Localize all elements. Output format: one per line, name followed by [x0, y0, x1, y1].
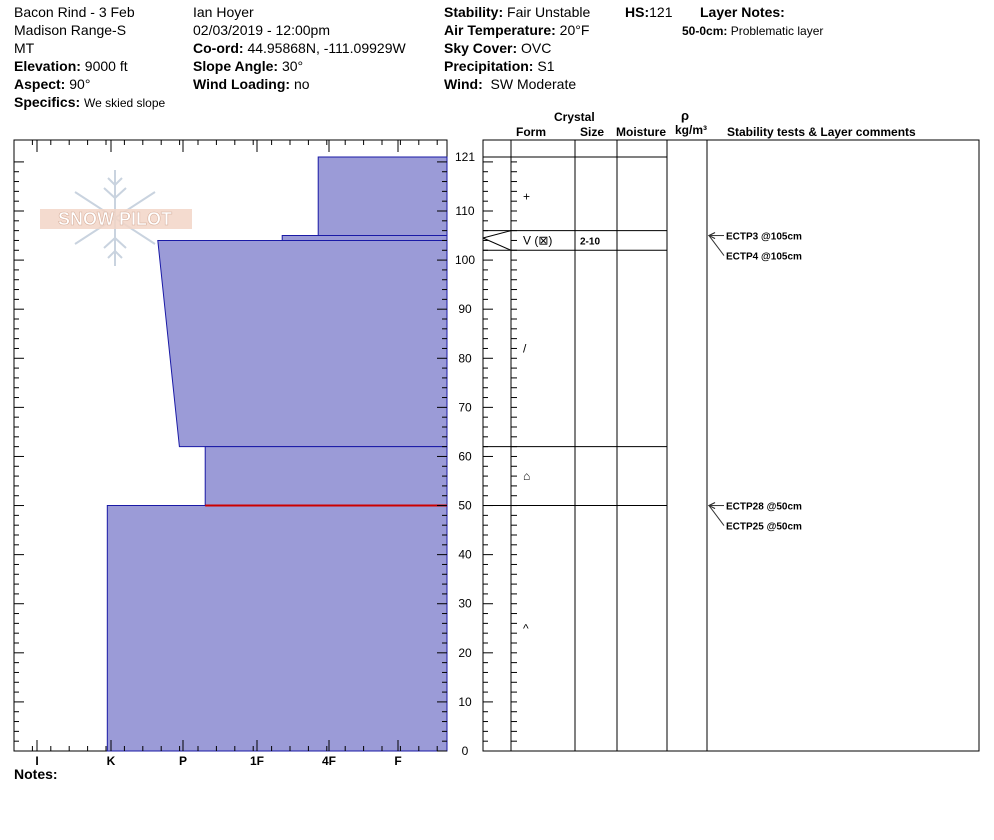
crystal-form-symbol: / [523, 341, 527, 355]
elevation-value: 9000 ft [84, 58, 128, 74]
layer-note-range: 50-0cm: [682, 24, 728, 38]
coord-label: Co-ord: [193, 40, 244, 56]
form-heading: Form [516, 125, 546, 139]
depth-tick-label: 30 [458, 597, 472, 611]
air-temp-label: Air Temperature: [444, 22, 556, 38]
crystal-form-symbol: ⌂ [523, 469, 530, 483]
depth-tick-label: 20 [458, 646, 472, 660]
depth-tick-label: 100 [455, 253, 475, 267]
hardness-layer-2 [157, 239, 448, 448]
hardness-layer-4 [106, 505, 448, 752]
elevation-label: Elevation: [14, 58, 81, 74]
layer-notes-label: Layer Notes: [700, 4, 785, 20]
moisture-heading: Moisture [616, 125, 667, 139]
hs-label: HS: [625, 4, 650, 20]
notes-label: Notes: [14, 766, 58, 782]
specifics: Specifics: We skied slope [14, 93, 165, 112]
aspect-value: 90° [69, 76, 91, 92]
elevation: Elevation: 9000 ft [14, 57, 128, 75]
wind-loading-label: Wind Loading: [193, 76, 291, 92]
density-symbol: ρ [681, 108, 690, 123]
stability-label: Stability: [444, 4, 504, 20]
slope-angle: Slope Angle: 30° [193, 57, 303, 75]
hardness-tick-label: 1F [250, 754, 264, 768]
depth-tick-label: 70 [458, 400, 472, 414]
hardness-tick-label: 4F [322, 754, 336, 768]
wind: Wind: SW Moderate [444, 75, 576, 93]
hardness-layer-0 [317, 156, 448, 237]
specifics-value: We skied slope [84, 96, 166, 110]
size-heading: Size [580, 125, 605, 139]
air-temp-value: 20°F [559, 22, 590, 38]
hardness-tick-label: P [179, 754, 187, 768]
wind-loading: Wind Loading: no [193, 75, 310, 93]
precip-value: S1 [537, 58, 555, 74]
density-unit: kg/m³ [675, 123, 708, 137]
range-name: Madison Range-S [14, 22, 127, 38]
observation-datetime: 02/03/2019 - 12:00pm [193, 22, 330, 38]
wind-label: Wind: [444, 76, 483, 92]
arrow-head [707, 232, 716, 239]
crystal-heading: Crystal [554, 110, 595, 124]
snowpilot-logo: SNOW PILOT [40, 170, 192, 266]
stability-test-label: ECTP3 @105cm [726, 232, 802, 243]
crystal-form-symbol: V (⊠) [523, 233, 552, 247]
stability-comments-heading: Stability tests & Layer comments [727, 125, 916, 139]
aspect-label: Aspect: [14, 76, 66, 92]
sky-cover: Sky Cover: OVC [444, 39, 551, 57]
specifics-label: Specifics: [14, 94, 81, 110]
depth-tick-label: 80 [458, 351, 472, 365]
state-name: MT [14, 40, 35, 56]
slope-value: 30° [281, 58, 304, 74]
coordinates: Co-ord: 44.95868N, -111.09929W [193, 39, 406, 57]
sky-label: Sky Cover: [444, 40, 518, 56]
location-name: Bacon Rind - 3 Feb [14, 4, 135, 20]
wind-loading-value: no [293, 76, 310, 92]
hardness-layer-1 [281, 235, 448, 241]
crystal-form-symbol: ^ [523, 621, 529, 635]
layer-table-frame [482, 139, 980, 752]
precip-label: Precipitation: [444, 58, 534, 74]
snow-height: HS:121 [625, 3, 672, 21]
crystal-form-symbol: + [523, 189, 530, 203]
depth-tick-label: 10 [458, 695, 472, 709]
sky-value: OVC [521, 40, 552, 56]
hardness-tick-label: K [107, 754, 116, 768]
stability-value: Fair Unstable [507, 4, 591, 20]
arrow-head [707, 502, 716, 509]
precipitation: Precipitation: S1 [444, 57, 554, 75]
stability-test-arrow [708, 235, 725, 256]
air-temperature: Air Temperature: 20°F [444, 21, 589, 39]
wind-value: SW Moderate [490, 76, 577, 92]
depth-tick-label: 110 [455, 204, 474, 218]
logo-band [40, 209, 192, 229]
stability-test-label: ECTP4 @105cm [726, 252, 802, 263]
hardness-layer-3 [204, 446, 448, 507]
logo-text: SNOW PILOT [58, 209, 172, 229]
depth-tick-label: 121 [455, 150, 475, 164]
stability-test-arrow [708, 505, 725, 526]
layer-connector-bottom [482, 237, 512, 251]
layer-note: 50-0cm: Problematic layer [682, 22, 823, 40]
depth-tick-label: 90 [458, 302, 472, 316]
depth-tick-label: 50 [458, 499, 472, 513]
layer-connector-top [482, 230, 512, 239]
depth-tick-label: 60 [458, 449, 472, 463]
stability-test-label: ECTP25 @50cm [726, 522, 802, 533]
coord-value: 44.95868N, -111.09929W [247, 40, 406, 56]
observer-name: Ian Hoyer [193, 4, 254, 20]
hardness-tick-label: I [35, 754, 38, 768]
depth-tick-label: 0 [462, 744, 469, 758]
layer-note-text: Problematic layer [730, 24, 824, 38]
aspect: Aspect: 90° [14, 75, 90, 93]
depth-tick-label: 40 [458, 548, 472, 562]
stability-test-label: ECTP28 @50cm [726, 502, 802, 513]
hs-value: 121 [649, 4, 673, 20]
hardness-tick-label: F [394, 754, 401, 768]
crystal-size: 2-10 [580, 236, 600, 247]
slope-label: Slope Angle: [193, 58, 279, 74]
stability: Stability: Fair Unstable [444, 3, 590, 21]
